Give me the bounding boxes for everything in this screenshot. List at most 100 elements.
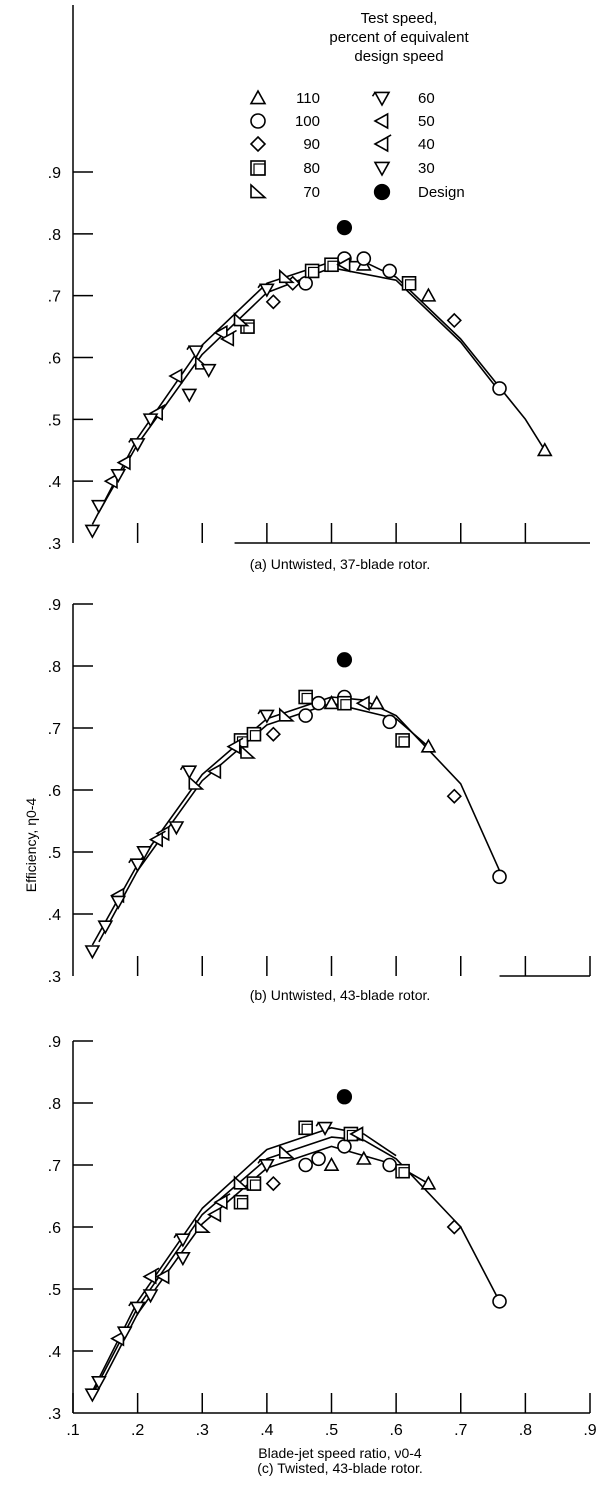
data-point-110 <box>323 1156 340 1171</box>
data-point-40 <box>219 329 237 347</box>
data-point-30 <box>90 499 107 515</box>
legend-label: 90 <box>303 136 320 153</box>
legend-label: 100 <box>295 113 320 130</box>
legend-label: 70 <box>303 184 320 201</box>
legend-label: 60 <box>418 90 435 107</box>
fitted-curve <box>91 696 501 946</box>
data-point-80 <box>298 1120 313 1136</box>
legend-title-line: design speed <box>354 48 443 65</box>
data-point-60 <box>128 1301 146 1316</box>
y-tick-label: .6 <box>48 351 61 368</box>
data-point-80 <box>337 695 352 711</box>
data-point-80 <box>246 726 262 742</box>
data-point-100 <box>337 1139 352 1154</box>
x-tick-label: .4 <box>260 1422 273 1439</box>
fitted-curve <box>91 1127 397 1392</box>
data-point-90 <box>265 294 281 310</box>
x-tick-label: .5 <box>325 1422 338 1439</box>
y-tick-label: .9 <box>48 597 61 614</box>
data-point-100 <box>298 1157 313 1173</box>
data-point-60 <box>257 283 275 298</box>
legend-marker-filled-circle <box>373 183 391 201</box>
data-point-60 <box>128 438 146 453</box>
y-tick-label: .8 <box>48 227 61 244</box>
y-tick-label: .7 <box>48 721 61 738</box>
legend-label: 80 <box>303 160 320 177</box>
legend-marker-triangle-down-flag <box>371 91 391 107</box>
panel-caption: (b) Untwisted, 43-blade rotor. <box>250 987 431 1003</box>
legend-label: 110 <box>296 90 320 107</box>
legend-title-line: Test speed, <box>361 10 438 27</box>
x-tick-label: .9 <box>583 1422 596 1439</box>
x-axis-label: Blade-jet speed ratio, ν0-4 <box>258 1445 422 1461</box>
data-point-100 <box>382 1157 397 1173</box>
data-point-30 <box>90 1376 107 1391</box>
fitted-curve <box>98 267 501 513</box>
y-axis-label: Efficiency, η0-4 <box>23 798 39 893</box>
legend: Test speed, percent of equivalent design s… <box>249 10 469 201</box>
legend-label: 40 <box>418 136 435 153</box>
data-point-30 <box>175 1252 191 1267</box>
data-point-90 <box>446 788 462 804</box>
legend-marker-triangle-up <box>249 89 267 105</box>
data-point-100 <box>492 1294 507 1309</box>
data-point-70 <box>278 1144 295 1159</box>
y-tick-label: .8 <box>48 1096 61 1113</box>
data-point-60 <box>173 1233 191 1248</box>
legend-marker-triangle-down <box>373 161 391 177</box>
data-point-30 <box>84 524 101 539</box>
data-point-30 <box>110 895 127 910</box>
data-point-90 <box>265 726 281 742</box>
data-point-80 <box>298 689 313 705</box>
data-point-50 <box>336 256 351 273</box>
data-point-80 <box>324 257 339 273</box>
y-tick-label: .7 <box>48 289 61 306</box>
fitted-curve <box>98 1145 429 1389</box>
design-point <box>336 1089 353 1105</box>
data-point-90 <box>446 1219 462 1235</box>
data-point-100 <box>298 708 313 723</box>
data-point-70 <box>233 312 250 327</box>
data-point-60 <box>315 1121 333 1136</box>
legend-label: Design <box>418 184 465 201</box>
data-point-50 <box>110 1330 125 1347</box>
y-tick-label: .5 <box>48 845 61 862</box>
data-point-30 <box>200 363 217 379</box>
legend-marker-triangle-left-flag <box>373 134 392 153</box>
data-point-60 <box>179 765 198 780</box>
data-point-80 <box>304 263 320 279</box>
data-point-90 <box>265 1175 281 1192</box>
data-point-100 <box>382 714 397 730</box>
data-point-110 <box>420 738 437 753</box>
data-point-100 <box>492 869 507 885</box>
legend-marker-triangle-corner <box>250 183 268 199</box>
data-point-100 <box>311 1151 326 1167</box>
data-point-110 <box>323 695 340 710</box>
data-point-30 <box>97 920 114 935</box>
y-tick-label: .9 <box>48 1034 61 1051</box>
data-point-50 <box>355 695 370 712</box>
data-point-30 <box>84 945 101 960</box>
y-tick-label: .6 <box>48 783 61 800</box>
data-point-110 <box>420 287 437 302</box>
data-point-80 <box>233 1194 249 1210</box>
data-point-50 <box>207 1206 222 1223</box>
x-tick-label: .2 <box>131 1422 144 1439</box>
data-point-60 <box>186 345 204 360</box>
panel-caption: (a) Untwisted, 37-blade rotor. <box>250 556 431 572</box>
data-point-90 <box>446 312 462 329</box>
data-point-30 <box>181 388 198 403</box>
data-point-50 <box>116 454 131 471</box>
y-tick-label: .3 <box>48 536 61 553</box>
data-point-60 <box>257 1159 275 1174</box>
y-tick-label: .3 <box>48 1406 61 1423</box>
data-point-30 <box>136 845 152 861</box>
data-point-80 <box>401 275 417 291</box>
data-point-70 <box>194 1218 211 1233</box>
data-point-70 <box>188 775 205 790</box>
y-tick-label: .4 <box>48 474 61 491</box>
design-point <box>336 220 353 236</box>
fitted-curve <box>91 260 546 525</box>
x-tick-label: .8 <box>519 1422 532 1439</box>
x-tick-label: .7 <box>454 1422 467 1439</box>
